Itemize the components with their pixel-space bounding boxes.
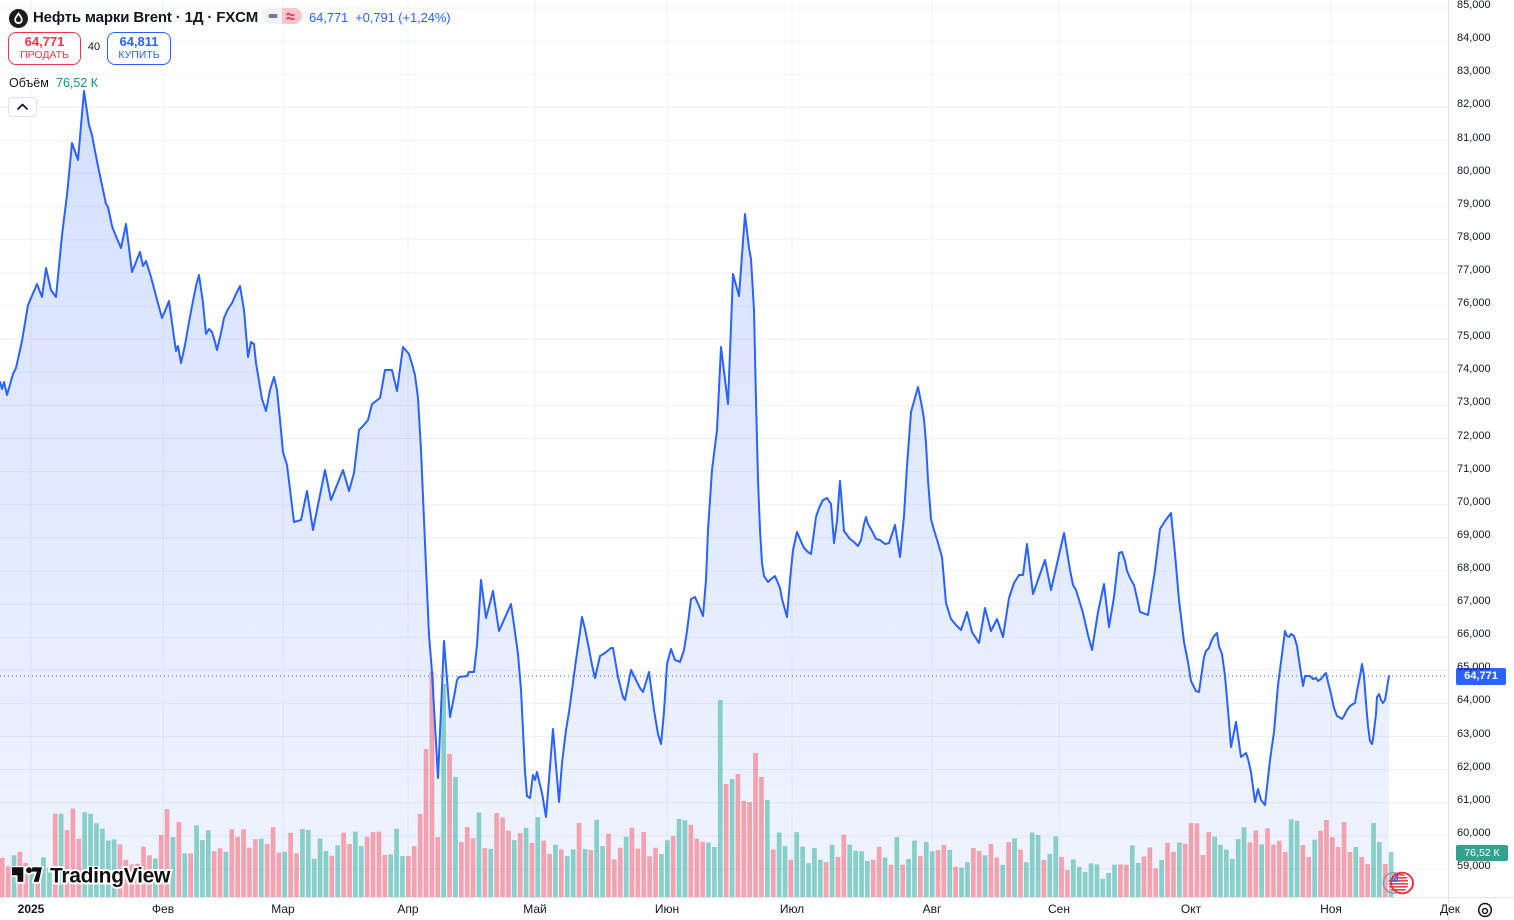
svg-text:TradingView: TradingView (50, 866, 171, 887)
